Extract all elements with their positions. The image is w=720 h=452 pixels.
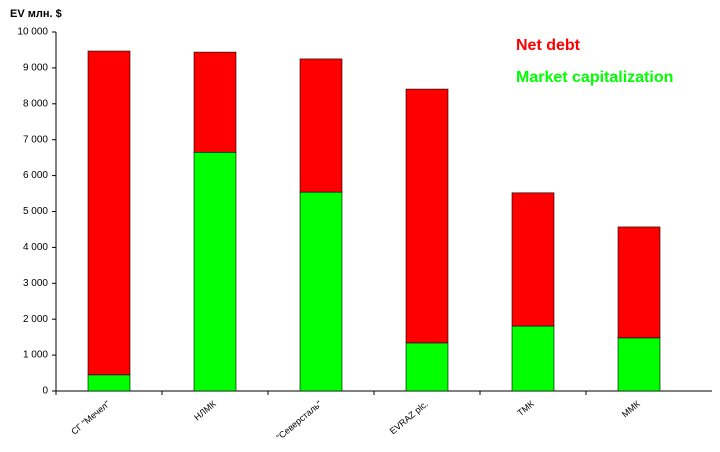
y-tick-label: 5 000 (23, 206, 48, 217)
x-tick-label: СГ "Мечел" (69, 399, 112, 437)
y-tick-label: 3 000 (23, 278, 48, 289)
bar-segment (193, 151, 237, 392)
bar-segment (87, 50, 131, 376)
y-tick-label: 10 000 (17, 27, 48, 38)
bar-segment (405, 342, 449, 392)
bar-segment (193, 51, 237, 153)
y-tick-label: 4 000 (23, 242, 48, 253)
bar-segment (299, 191, 343, 392)
bar-segment (617, 226, 661, 339)
bar-segment (405, 88, 449, 344)
y-axis-title: EV млн. $ (10, 8, 62, 20)
x-tick-label: ММК (620, 398, 643, 419)
y-tick-label: 9 000 (23, 63, 48, 74)
y-tick-label: 7 000 (23, 134, 48, 145)
y-tick-label: 2 000 (23, 314, 48, 325)
bar-segment (87, 374, 131, 392)
x-tick-label: EVRAZ plc. (388, 399, 430, 437)
legend-entry: Net debt (516, 37, 581, 54)
y-tick-label: 8 000 (23, 98, 48, 109)
y-tick-label: 1 000 (23, 350, 48, 361)
y-tick-label: 6 000 (23, 170, 48, 181)
bar-segment (511, 325, 555, 392)
x-tick-label: НЛМК (192, 398, 218, 422)
bar-segment (511, 192, 555, 327)
x-tick-label: "Северсталь" (274, 399, 323, 443)
bar-segment (299, 58, 343, 193)
bar-segment (617, 337, 661, 392)
legend-entry: Market capitalization (516, 69, 673, 86)
x-tick-label: ТМК (515, 398, 536, 418)
y-tick-label: 0 (42, 386, 48, 397)
